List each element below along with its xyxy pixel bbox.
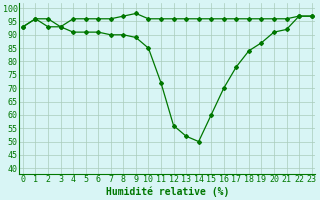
X-axis label: Humidité relative (%): Humidité relative (%) [106,187,229,197]
